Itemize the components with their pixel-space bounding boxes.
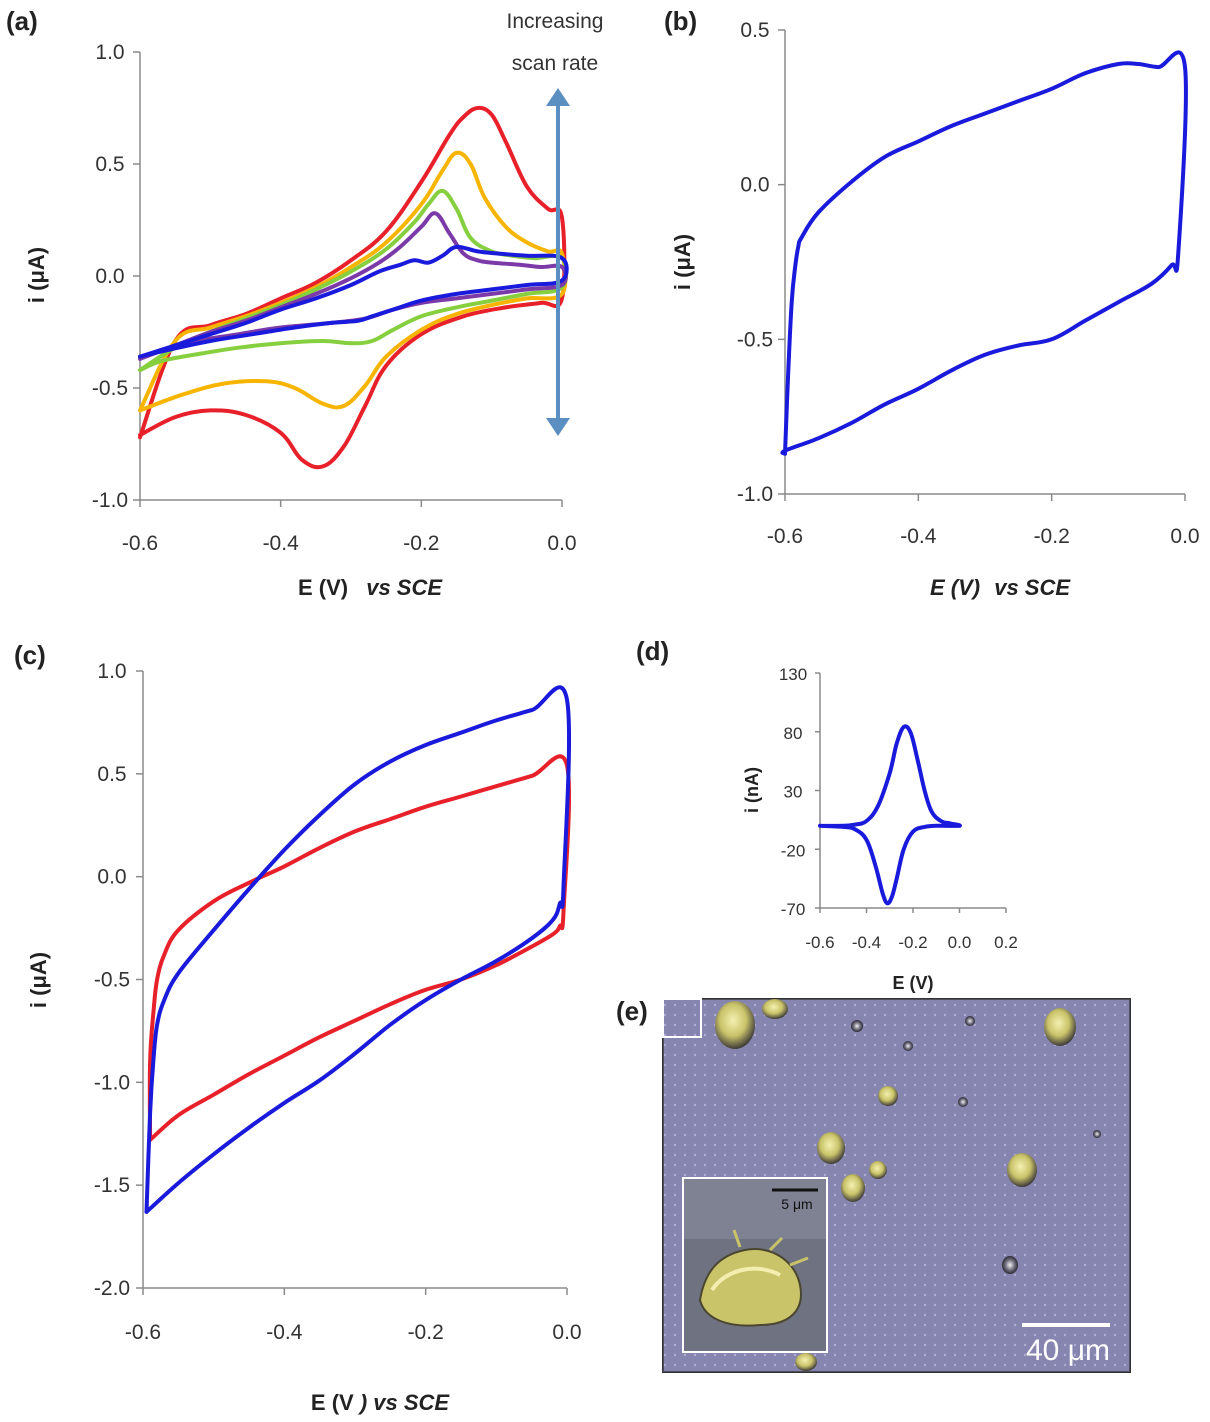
chart-b-xtick-label: -0.4 (900, 525, 937, 548)
chart-c-ytick-label: 1.0 (97, 660, 126, 683)
chart-c-ytick-label: -2.0 (94, 1277, 130, 1300)
chart-c-ytick-label: -1.0 (94, 1071, 130, 1094)
chart-b-ylabel: i (μA) (670, 234, 695, 290)
chart-b: 0.5 0.0 -0.5 -1.0 -0.6 -0.4 -0.2 0.0 i (μA) E (… (670, 19, 1200, 600)
chart-a-xlabel-em: vs SCE (366, 575, 443, 600)
chart-a-xlabel-main: E (V) (298, 575, 348, 600)
chart-c-ylabel: i (μA) (26, 952, 51, 1008)
chart-a-series-blue-line (138, 244, 569, 359)
chart-a-ytick-label: -1.0 (92, 489, 128, 512)
chart-a-xtick-label: 0.0 (547, 532, 576, 555)
chart-b-xlabel-main: E (V) (930, 575, 980, 600)
chart-b-ytick-label: -1.0 (737, 483, 773, 506)
panel-label-b: (b) (664, 6, 698, 36)
chart-d-xtick-label: -0.2 (898, 933, 927, 952)
chart-a-xtick-label: -0.6 (122, 532, 158, 555)
sem-inset-marker (662, 998, 702, 1038)
chart-b-ytick-label: -0.5 (737, 328, 773, 351)
chart-d-ylabel: i (nA) (742, 767, 762, 813)
panel-label-d: (d) (636, 636, 670, 666)
chart-c-series-blue-line (144, 685, 572, 1214)
chart-d-ytick-label: 130 (779, 665, 807, 684)
chart-a-ylabel: i (μA) (24, 247, 49, 303)
sem-scale-label: 40 μm (1026, 1334, 1110, 1367)
chart-a-series-green-line (138, 188, 569, 373)
chart-c-ytick-label: -1.5 (94, 1174, 130, 1197)
chart-a-annotation-line1: Increasing (507, 10, 604, 33)
chart-c-xlabel-main: E (V (311, 1390, 354, 1415)
chart-b-xlabel-em: vs SCE (994, 575, 1071, 600)
chart-a-xtick-label: -0.2 (403, 532, 439, 555)
chart-c-ytick-label: 0.0 (97, 866, 126, 889)
chart-b-series-blue-line (780, 50, 1188, 456)
sem-inset: 5 μm (682, 1177, 828, 1353)
panel-label-c: (c) (14, 640, 46, 670)
chart-d-ytick-label: 80 (784, 724, 803, 743)
chart-d: 130 80 30 -20 -70 -0.6 -0.4 -0.2 0.0 0.2 i (nA) E… (742, 665, 1018, 993)
chart-a-series-red-line (138, 105, 567, 470)
chart-c-xlabel: E (V ) vs SCE (311, 1390, 451, 1415)
chart-b-xtick-label: -0.6 (767, 525, 803, 548)
chart-c-series-red-line (147, 754, 572, 1142)
panel-label-e: (e) (616, 996, 648, 1026)
chart-a-ytick-label: 1.0 (95, 41, 124, 64)
chart-d-ytick-label: -20 (781, 841, 806, 860)
chart-c-xtick-label: 0.0 (552, 1321, 581, 1344)
chart-d-xtick-label: 0.0 (948, 933, 972, 952)
chart-c-xtick-label: -0.4 (266, 1321, 303, 1344)
chart-d-ytick-label: 30 (784, 783, 803, 802)
chart-a-ytick-label: 0.0 (95, 265, 124, 288)
chart-d-ytick-label: -70 (781, 900, 806, 919)
chart-b-ytick-label: 0.5 (740, 19, 769, 42)
chart-a-series-orange-line (138, 150, 568, 413)
chart-c-xtick-label: -0.6 (125, 1321, 161, 1344)
chart-c-xlabel-em: ) vs SCE (358, 1390, 451, 1415)
sem-image: 5 μm 40 μm (662, 998, 1131, 1373)
chart-b-ytick-label: 0.0 (740, 174, 769, 197)
chart-c: 1.0 0.5 0.0 -0.5 -1.0 -1.5 -2.0 -0.6 -0.4 -0.2 0.0… (26, 660, 582, 1415)
chart-d-xtick-label: -0.6 (805, 933, 834, 952)
chart-d-series-blue-line (818, 724, 962, 906)
sem-inset-scale-label: 5 μm (781, 1196, 812, 1212)
scan-rate-arrow (546, 88, 570, 436)
chart-b-xtick-label: 0.0 (1170, 525, 1199, 548)
chart-b-xtick-label: -0.2 (1034, 525, 1070, 548)
chart-d-xtick-label: 0.2 (994, 933, 1018, 952)
chart-d-xlabel: E (V) (892, 973, 933, 993)
chart-c-ytick-label: -0.5 (94, 969, 130, 992)
chart-b-xlabel: E (V) vs SCE (930, 575, 1071, 600)
chart-c-ytick-label: 0.5 (97, 763, 126, 786)
chart-a: 1.00.50.0-0.5-1.0-0.6 -0.4 -0.2 0.0 i (μA) … (24, 10, 603, 600)
chart-d-xtick-label: -0.4 (852, 933, 881, 952)
chart-a-ytick-label: -0.5 (92, 377, 128, 400)
chart-a-annotation-line2: scan rate (512, 52, 598, 75)
chart-c-xtick-label: -0.2 (408, 1321, 444, 1344)
panel-label-a: (a) (6, 6, 38, 36)
chart-a-xtick-label: -0.4 (263, 532, 300, 555)
sem-particles (715, 999, 1101, 1371)
chart-a-xlabel: E (V) vs SCE (298, 575, 443, 600)
chart-a-ytick-label: 0.5 (95, 153, 124, 176)
